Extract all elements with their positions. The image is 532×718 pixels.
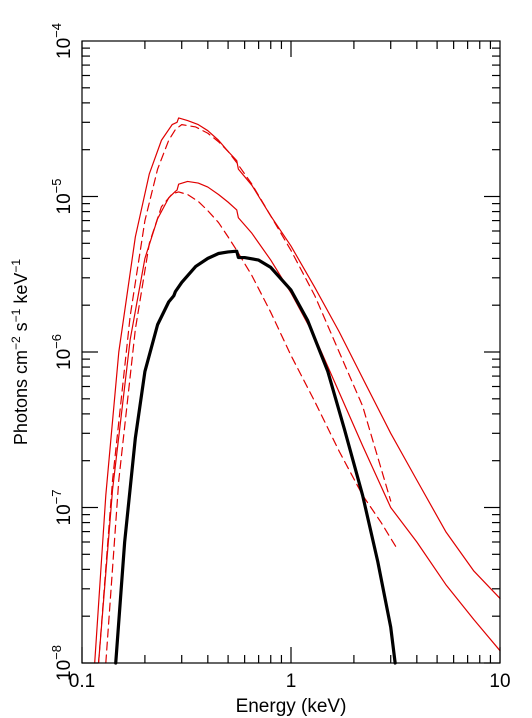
svg-text:10−7: 10−7 [49,490,75,526]
series-line-4 [105,191,398,664]
y-tick-label: 10−5 [49,179,75,215]
y-tick-label: 10−4 [49,23,75,59]
y-axis-label: Photons cm−2 s−1 keV−1 [9,259,31,445]
svg-text:10−8: 10−8 [49,645,75,681]
svg-text:10−4: 10−4 [49,23,75,59]
x-tick-label: 1 [286,671,297,692]
series-line-3 [97,180,501,664]
x-tick-label: 0.1 [69,671,95,692]
series-line-5 [114,249,397,665]
x-axis-label: Energy (keV) [236,696,347,717]
y-tick-label: 10−7 [49,490,75,526]
y-tick-label: 10−6 [49,334,75,370]
svg-text:10−6: 10−6 [49,334,75,370]
y-tick-label: 10−8 [49,645,75,681]
plot-frame [81,40,501,664]
series-line-1 [94,117,501,664]
x-tick-label: 10 [489,671,510,692]
svg-text:10−5: 10−5 [49,179,75,215]
axes: 0.1 1 10 10−8 10−7 10−6 10−5 10−4 [49,23,511,692]
series-group [94,117,501,665]
